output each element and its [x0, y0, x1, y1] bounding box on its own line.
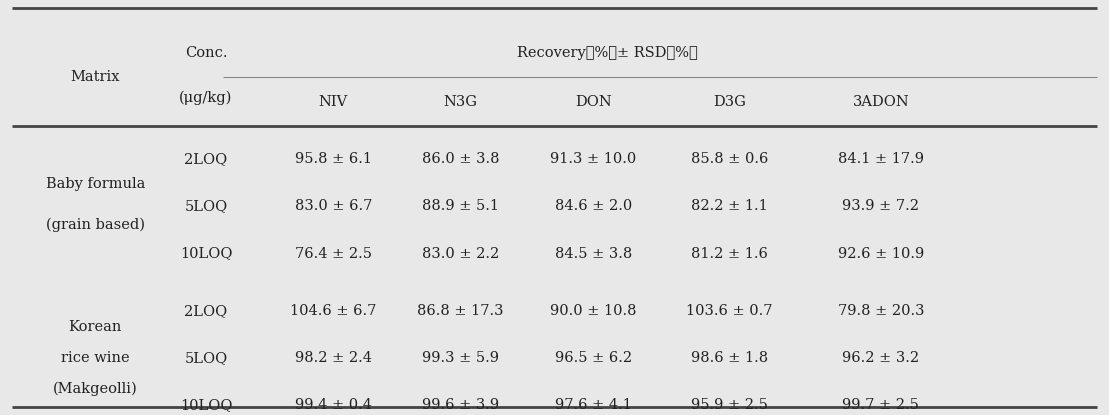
- Text: N3G: N3G: [444, 95, 478, 109]
- Text: 76.4 ± 2.5: 76.4 ± 2.5: [295, 247, 372, 261]
- Text: 95.8 ± 6.1: 95.8 ± 6.1: [295, 152, 372, 166]
- Text: 83.0 ± 2.2: 83.0 ± 2.2: [421, 247, 499, 261]
- Text: (μg/kg): (μg/kg): [180, 90, 233, 105]
- Text: Baby formula: Baby formula: [45, 177, 145, 191]
- Text: 83.0 ± 6.7: 83.0 ± 6.7: [295, 199, 372, 213]
- Text: 81.2 ± 1.6: 81.2 ± 1.6: [691, 247, 767, 261]
- Text: 79.8 ± 20.3: 79.8 ± 20.3: [837, 304, 924, 318]
- Text: (Makgeolli): (Makgeolli): [53, 382, 138, 396]
- Text: 82.2 ± 1.1: 82.2 ± 1.1: [691, 199, 767, 213]
- Text: 2LOQ: 2LOQ: [184, 304, 227, 318]
- Text: 5LOQ: 5LOQ: [184, 199, 227, 213]
- Text: 88.9 ± 5.1: 88.9 ± 5.1: [421, 199, 499, 213]
- Text: 3ADON: 3ADON: [853, 95, 909, 109]
- Text: 84.6 ± 2.0: 84.6 ± 2.0: [554, 199, 632, 213]
- Text: 103.6 ± 0.7: 103.6 ± 0.7: [686, 304, 773, 318]
- Text: 97.6 ± 4.1: 97.6 ± 4.1: [554, 398, 632, 412]
- Text: 95.9 ± 2.5: 95.9 ± 2.5: [691, 398, 767, 412]
- Text: 98.2 ± 2.4: 98.2 ± 2.4: [295, 351, 372, 365]
- Text: 93.9 ± 7.2: 93.9 ± 7.2: [843, 199, 919, 213]
- Text: 92.6 ± 10.9: 92.6 ± 10.9: [837, 247, 924, 261]
- Text: 96.5 ± 6.2: 96.5 ± 6.2: [554, 351, 632, 365]
- Text: 104.6 ± 6.7: 104.6 ± 6.7: [291, 304, 376, 318]
- Text: Matrix: Matrix: [71, 70, 120, 84]
- Text: 85.8 ± 0.6: 85.8 ± 0.6: [691, 152, 767, 166]
- Text: Recovery（%）± RSD（%）: Recovery（%）± RSD（%）: [517, 46, 698, 60]
- Text: 96.2 ± 3.2: 96.2 ± 3.2: [842, 351, 919, 365]
- Text: Conc.: Conc.: [185, 46, 227, 60]
- Text: 99.6 ± 3.9: 99.6 ± 3.9: [421, 398, 499, 412]
- Text: Korean: Korean: [69, 320, 122, 334]
- Text: rice wine: rice wine: [61, 351, 130, 365]
- Text: 10LOQ: 10LOQ: [180, 398, 232, 412]
- Text: DON: DON: [574, 95, 611, 109]
- Text: 2LOQ: 2LOQ: [184, 152, 227, 166]
- Text: 99.7 ± 2.5: 99.7 ± 2.5: [843, 398, 919, 412]
- Text: NIV: NIV: [318, 95, 348, 109]
- Text: 99.4 ± 0.4: 99.4 ± 0.4: [295, 398, 372, 412]
- Text: 90.0 ± 10.8: 90.0 ± 10.8: [550, 304, 637, 318]
- Text: 84.1 ± 17.9: 84.1 ± 17.9: [837, 152, 924, 166]
- Text: 99.3 ± 5.9: 99.3 ± 5.9: [421, 351, 499, 365]
- Text: 91.3 ± 10.0: 91.3 ± 10.0: [550, 152, 637, 166]
- Text: 86.0 ± 3.8: 86.0 ± 3.8: [421, 152, 499, 166]
- Text: D3G: D3G: [713, 95, 745, 109]
- Text: 10LOQ: 10LOQ: [180, 247, 232, 261]
- Text: 5LOQ: 5LOQ: [184, 351, 227, 365]
- Text: 86.8 ± 17.3: 86.8 ± 17.3: [417, 304, 503, 318]
- Text: 84.5 ± 3.8: 84.5 ± 3.8: [554, 247, 632, 261]
- Text: (grain based): (grain based): [45, 217, 145, 232]
- Text: 98.6 ± 1.8: 98.6 ± 1.8: [691, 351, 767, 365]
